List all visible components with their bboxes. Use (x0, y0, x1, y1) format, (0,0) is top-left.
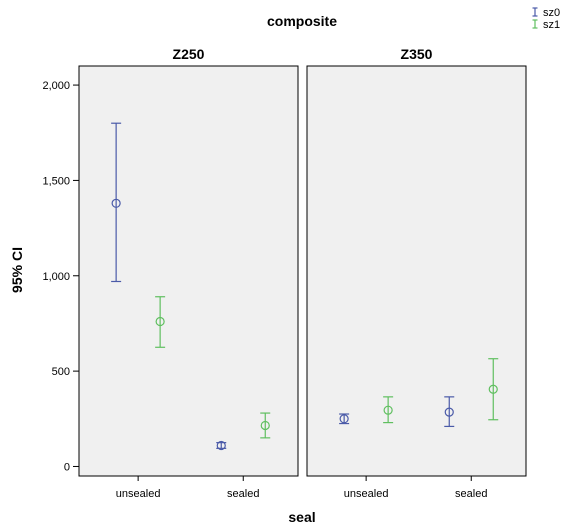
x-tick-label: unsealed (116, 488, 161, 500)
chart-title: composite (267, 13, 337, 29)
error-bar-sz1-Z250-sealed (260, 412, 271, 439)
y-axis-title: 95% CI (9, 247, 25, 293)
error-bar-sz0-Z350-unsealed (339, 413, 350, 425)
error-bar-sz1-Z350-unsealed (383, 396, 394, 424)
error-bar-sz0-Z250-unsealed (111, 122, 122, 283)
legend-item-sz1: sz1 (532, 19, 560, 31)
panel-header (307, 42, 526, 66)
y-tick-label: 1,500 (42, 175, 70, 187)
mean-marker (111, 198, 121, 208)
y-tick-label: 500 (52, 366, 70, 378)
x-tick-label: unsealed (344, 488, 389, 500)
x-tick-label: sealed (227, 488, 259, 500)
panel-header (79, 42, 298, 66)
error-bar-sz0-Z350-sealed (444, 396, 455, 428)
mean-marker (155, 316, 165, 327)
y-tick-label: 1,000 (42, 271, 70, 283)
mean-marker (383, 405, 393, 415)
error-bar-sz1-Z350-sealed (488, 358, 499, 421)
mean-marker (444, 407, 454, 417)
mean-marker (339, 414, 349, 424)
mean-marker (216, 440, 226, 451)
plot-area: 0 500 1,000 1,500 2,000 Z250 unsealed sealed Z35… (42, 42, 527, 500)
error-bar-sz0-Z250-sealed (216, 440, 227, 451)
panel-background (306, 65, 527, 477)
panel-background (78, 65, 299, 477)
x-tick-label: sealed (455, 488, 487, 500)
mean-marker (488, 384, 498, 394)
legend-label: sz1 (543, 19, 560, 31)
y-tick-label: 2,000 (42, 80, 70, 92)
x-axis-title: seal (288, 509, 315, 525)
legend-item-sz0: sz0 (532, 7, 560, 19)
y-tick-label: 0 (64, 461, 70, 473)
legend-label: sz0 (543, 7, 560, 19)
panel-title: Z250 (173, 46, 205, 62)
error-bar-sz1-Z250-unsealed (155, 296, 166, 348)
mean-marker (260, 420, 270, 431)
panel-title: Z350 (401, 46, 433, 62)
